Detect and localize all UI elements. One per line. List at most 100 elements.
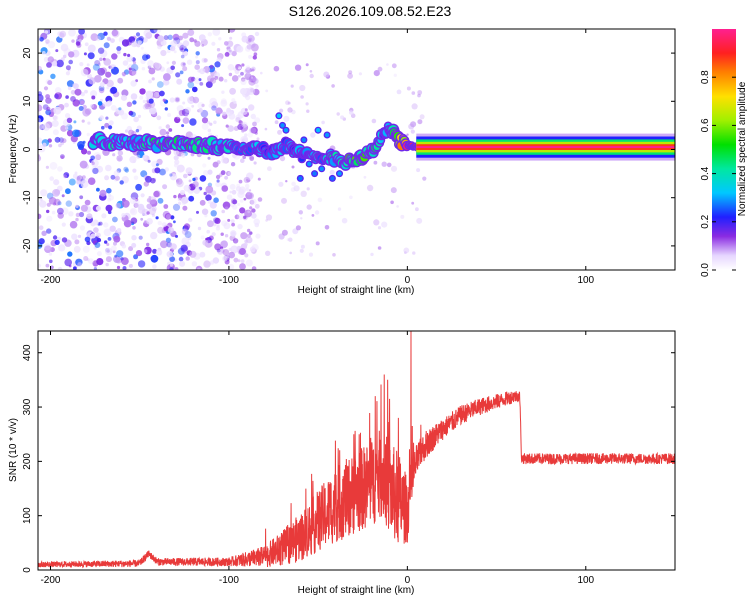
noise-blob [244,133,248,137]
noise-blob [65,113,71,119]
noise-blob [192,86,198,93]
noise-blob [157,220,162,226]
noise-blob [173,220,176,224]
noise-blob [158,126,162,130]
noise-blob [216,160,221,165]
noise-blob [366,184,374,192]
noise-blob [386,162,392,168]
noise-blob [242,155,246,159]
noise-blob [231,98,236,103]
noise-blob [54,93,59,99]
noise-blob [52,235,58,240]
noise-blob [100,67,107,74]
noise-blob [188,179,192,183]
noise-blob [373,219,380,226]
noise-blob [74,239,80,245]
noise-blob [91,161,95,165]
x-tick-label: 100 [577,575,594,586]
noise-blob [184,231,192,238]
noise-blob [189,37,195,43]
x-tick-label: 100 [577,275,594,286]
noise-blob [182,205,188,211]
noise-blob [221,220,228,227]
noise-blob [68,59,73,65]
noise-blob [174,267,179,270]
noise-blob [194,40,201,47]
noise-blob [203,170,209,176]
noise-blob [210,210,217,217]
noise-blob [97,32,105,41]
noise-blob [222,255,228,262]
noise-blob [94,75,102,83]
noise-blob [196,210,199,214]
noise-blob [75,212,81,218]
noise-blob [183,223,191,230]
noise-blob [212,29,221,36]
noise-blob [78,38,82,43]
noise-blob [209,64,214,69]
noise-blob [126,101,133,108]
noise-blob [176,164,185,173]
noise-blob [121,266,128,270]
noise-blob [198,108,203,113]
noise-blob [86,132,91,137]
noise-blob [93,227,99,233]
noise-blob [249,231,253,235]
noise-blob [146,203,152,209]
noise-blob [169,263,174,267]
noise-blob [221,157,228,164]
noise-blob [216,224,220,228]
noise-blob [61,194,65,198]
noise-blob [225,124,229,128]
noise-blob [75,41,81,46]
noise-blob [87,44,96,53]
noise-blob [308,252,314,257]
noise-blob [244,239,248,244]
spectrogram-x-axis-label: Height of straight line (km) [298,285,415,296]
x-tick-label: -200 [40,575,60,586]
noise-blob [211,101,219,109]
noise-blob [52,115,59,121]
noise-blob [216,248,221,253]
noise-blob [173,50,177,54]
noise-blob [201,208,209,215]
noise-blob [106,79,114,88]
noise-blob [286,238,290,242]
noise-blob [201,103,205,107]
noise-blob [73,266,77,270]
noise-blob [128,36,136,43]
noise-blob [46,106,51,111]
noise-blob [106,243,110,246]
noise-blob [121,243,127,249]
noise-blob [99,82,105,87]
noise-blob [111,53,118,60]
noise-blob [225,206,229,210]
noise-blob [243,242,248,247]
ridge-point [324,132,330,138]
noise-blob [245,259,253,267]
noise-blob [145,90,154,99]
noise-blob [112,216,118,223]
noise-blob [255,84,259,88]
noise-blob [39,200,47,208]
noise-blob [214,217,221,224]
noise-blob [60,155,64,159]
noise-blob [195,55,199,59]
noise-blob [291,165,295,169]
noise-blob [108,125,113,130]
noise-blob [160,49,167,57]
noise-blob [42,142,47,147]
noise-blob [47,41,56,49]
noise-blob [323,71,330,78]
noise-blob [289,251,293,255]
noise-blob [167,34,173,40]
noise-blob [199,199,206,206]
noise-blob [38,65,42,72]
noise-blob [228,112,236,120]
noise-blob [211,105,217,111]
noise-blob [80,204,88,212]
noise-blob [192,181,199,188]
noise-blob [207,156,211,160]
noise-blob [254,31,260,37]
noise-blob [377,66,383,72]
